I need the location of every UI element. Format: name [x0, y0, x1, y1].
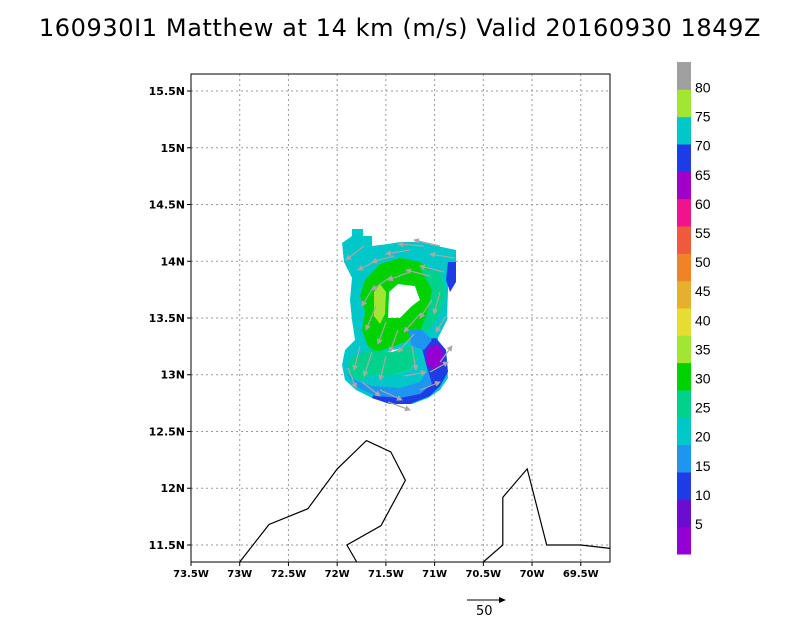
colorbar-segment [677, 390, 691, 418]
colorbar-segment [677, 171, 691, 200]
field-band-25 [348, 268, 446, 380]
colorbar-segment [677, 144, 691, 172]
x-tick-label: 73W [227, 569, 252, 580]
colorbar-label: 45 [695, 283, 711, 299]
coastline [482, 467, 610, 562]
x-tick-label: 70.5W [465, 569, 501, 580]
x-tick-label: 71.5W [368, 569, 404, 580]
y-tick-label: 13N [160, 369, 185, 382]
colorbar-segment [677, 89, 691, 118]
colorbar-label: 5 [695, 516, 703, 532]
reference-vector: 50 [467, 597, 506, 618]
wind-vectors [345, 238, 455, 412]
y-tick-labels: 11.5N 12N 12.5N 13N 13.5N 14N 14.5N 15N 15.5N [149, 85, 191, 552]
x-tick-label: 70W [520, 569, 545, 580]
coastline [239, 439, 407, 562]
colorbar-label: 25 [695, 400, 711, 416]
colorbar-label: 20 [695, 429, 711, 445]
grid-lines [191, 74, 610, 562]
colorbar-segment [677, 362, 691, 391]
y-tick-label: 13.5N [149, 312, 185, 325]
colorbar-label: 75 [695, 109, 711, 125]
y-tick-label: 15N [160, 142, 185, 155]
colorbar-label: 65 [695, 167, 711, 183]
x-tick-label: 72.5W [271, 569, 307, 580]
colorbar-segment [677, 198, 691, 227]
coastlines [239, 439, 610, 562]
x-tick-label: 69.5W [563, 569, 599, 580]
colorbar-label: 30 [695, 371, 711, 387]
x-tick-label: 71W [422, 569, 447, 580]
y-tick-label: 11.5N [149, 539, 185, 552]
y-tick-label: 15.5N [149, 85, 185, 98]
chart-title: 160930I1 Matthew at 14 km (m/s) Valid 20… [38, 14, 762, 42]
field-band-15 [345, 330, 432, 398]
colorbar-segment [677, 335, 691, 364]
colorbar-segment [677, 308, 691, 336]
colorbar-segment [677, 226, 691, 254]
colorbar-segment [677, 417, 691, 446]
colorbar-label: 10 [695, 487, 711, 503]
colorbar-label: 70 [695, 138, 711, 154]
y-tick-label: 14N [160, 255, 185, 268]
colorbar-segment [677, 62, 691, 90]
colorbar-segment [677, 526, 691, 555]
x-tick-label: 73.5W [173, 569, 209, 580]
colorbar-segment [677, 253, 691, 282]
y-tick-label: 12N [160, 482, 185, 495]
colorbar [677, 62, 691, 555]
colorbar-label: 35 [695, 341, 711, 357]
colorbar-label: 50 [695, 254, 711, 270]
x-tick-labels: 73.5W 73W 72.5W 72W 71.5W 71W 70.5W 70W 69.5W [173, 562, 599, 580]
field-band-35 [374, 284, 386, 324]
y-tick-label: 12.5N [149, 425, 185, 438]
colorbar-segment [677, 499, 691, 528]
colorbar-segment [677, 472, 691, 500]
colorbar-label: 55 [695, 225, 711, 241]
y-tick-label: 14.5N [149, 199, 185, 212]
field-band-5 [426, 344, 444, 370]
colorbar-label: 15 [695, 458, 711, 474]
colorbar-segment [677, 280, 691, 309]
colorbar-segment [677, 116, 691, 145]
colorbar-label: 60 [695, 196, 711, 212]
reference-vector-label: 50 [476, 604, 493, 618]
field-band-30 [360, 258, 435, 352]
wind-speed-field [342, 229, 456, 404]
x-tick-label: 72W [325, 569, 350, 580]
colorbar-label: 80 [695, 80, 711, 96]
colorbar-labels: 5 10 15 20 25 30 35 40 45 50 55 60 65 70 75 80 [695, 80, 711, 533]
colorbar-label: 40 [695, 312, 711, 328]
colorbar-segment [677, 444, 691, 473]
